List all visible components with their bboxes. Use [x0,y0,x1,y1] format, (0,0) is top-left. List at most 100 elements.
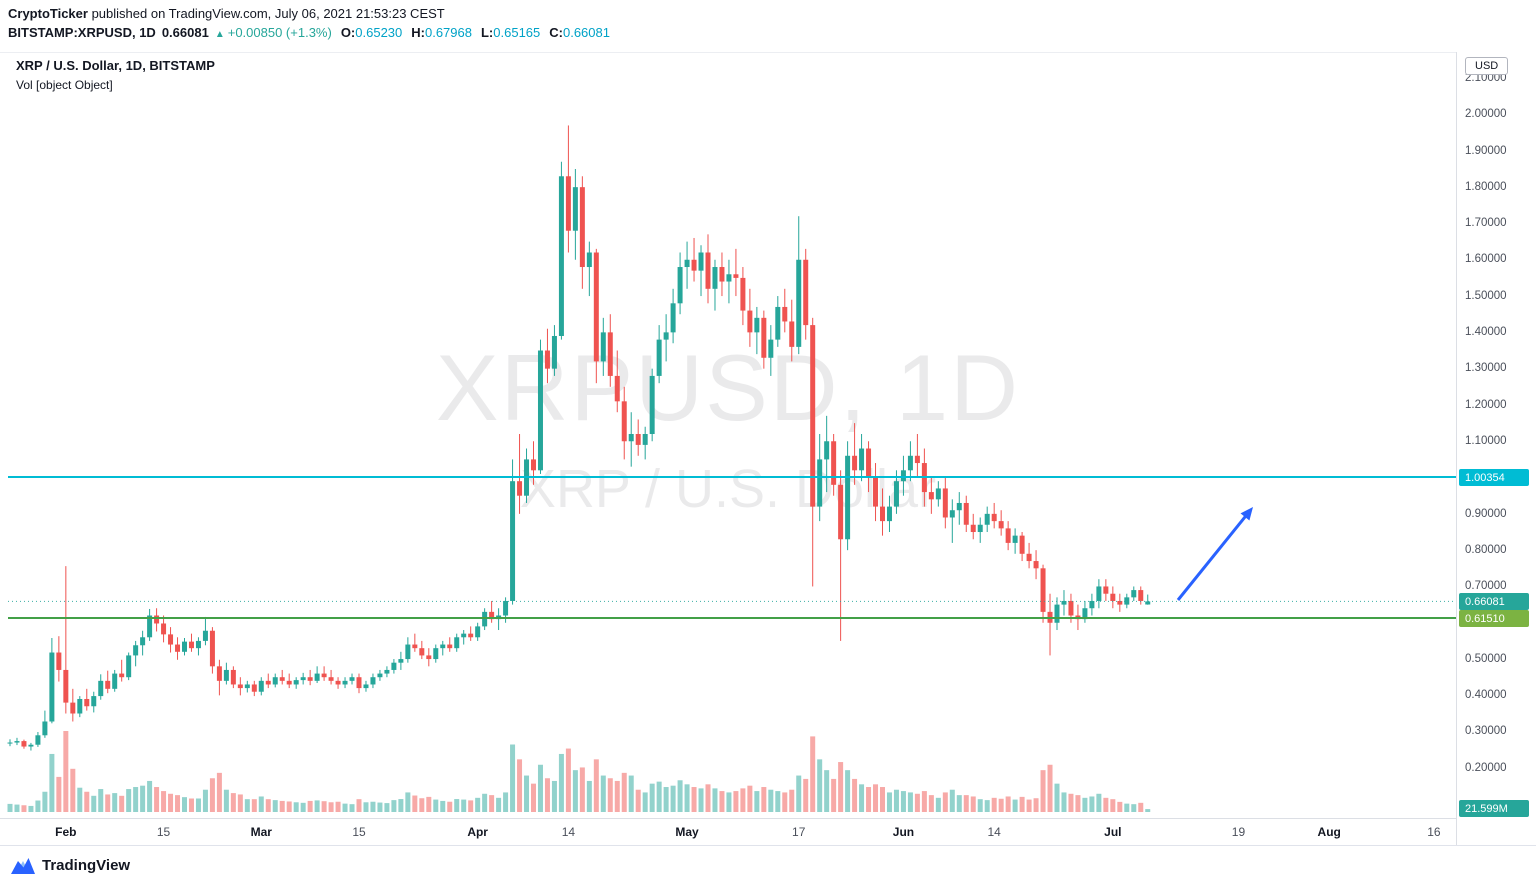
volume-bar [579,767,585,812]
candle-body [572,187,578,231]
candle-body [649,375,655,434]
candle-body [942,488,948,518]
volume-bar [984,800,990,812]
candle-body [244,684,250,689]
volume-bar [789,789,795,812]
candle-body [1033,561,1039,569]
tradingview-logo-icon[interactable] [10,854,36,881]
time-tick-label: Jul [1104,825,1122,839]
volume-bar [824,770,830,812]
candle-body [98,680,104,697]
candle-body [859,448,865,471]
volume-bar [775,791,781,812]
price-tick-label: 1.10000 [1465,434,1507,447]
candle-body [105,680,111,689]
candle-body [991,513,997,522]
volume-bar [286,801,292,812]
candle-body [147,615,153,638]
volume-bar [1047,764,1053,812]
legend-volume-study[interactable]: Vol [object Object] [16,78,113,92]
volume-bar [56,776,62,812]
volume-bar [433,799,439,812]
candle-body [7,742,13,744]
volume-bar [77,787,83,812]
candle-body [1131,590,1137,598]
candle-body [1103,586,1109,594]
author-name[interactable]: CryptoTicker [8,6,88,21]
candle-body [1040,568,1046,612]
volume-bar [42,791,48,812]
candle-body [866,448,872,478]
open-label: O: [340,25,356,40]
time-tick-label: 14 [987,825,1001,839]
currency-label[interactable]: USD [1465,57,1509,75]
candle-body [461,633,467,638]
legend-symbol-title[interactable]: XRP / U.S. Dollar, 1D, BITSTAMP [16,58,215,73]
time-tick-label: Mar [250,825,272,839]
volume-bar [223,789,229,812]
volume-bar [154,787,160,812]
volume-bar [726,792,732,812]
candle-wick [65,566,67,714]
volume-bar [426,796,432,812]
candle-body [14,741,20,743]
volume-bar [7,803,13,812]
volume-bar [921,791,927,812]
candle-body [642,433,648,445]
candle-body [447,644,453,649]
candle-body [1061,600,1067,605]
time-axis[interactable]: Feb 15 Mar 15 Apr 14 May 17 Jun 14 Jul 19 Aug 16 [0,818,1456,846]
candle-body [412,644,418,649]
volume-bar [482,793,488,812]
volume-bar [991,797,997,812]
volume-bar [1124,803,1130,812]
candle-body [112,673,118,689]
candle-body [286,680,292,685]
volume-bar [893,789,899,812]
volume-bar [796,775,802,812]
candle-body [307,677,313,681]
volume-bar [377,802,383,812]
candle-body [70,702,76,714]
candle-body [35,735,41,745]
candle-body [133,645,139,656]
candle-body [342,680,348,685]
volume-bar [175,795,181,812]
arrow-annotation-line[interactable] [1176,509,1252,601]
volume-bar [91,795,97,812]
volume-bar [928,795,934,812]
time-tick-label: 15 [156,825,171,839]
candle-body [970,524,976,533]
candle-body [1068,600,1074,616]
candle-wick [519,433,521,514]
volume-bar [1075,795,1081,812]
candle-body [175,644,181,652]
volume-bar [314,800,320,812]
high-value: 0.67968 [424,25,472,40]
volume-bar [1019,796,1025,812]
volume-bar [558,753,564,812]
price-axis[interactable]: USD 1.00354 0.66081 0.61510 21.599M 2.10… [1456,52,1536,845]
symbol-name[interactable]: BITSTAMP:XRPUSD, 1D [8,25,156,40]
candle-body [1054,604,1060,623]
candle-body [1019,535,1025,554]
volume-bar [202,789,208,812]
candle-wick [854,423,856,485]
volume-bar [98,789,104,812]
volume-bar [586,780,592,812]
volume-bar [628,775,634,812]
candle-wick [1049,593,1051,656]
volume-bar [914,793,920,812]
volume-bar [105,794,111,812]
arrow-annotation-head[interactable] [1240,507,1253,521]
volume-bar [496,797,502,812]
resistance-price-label: 1.00354 [1459,469,1529,486]
volume-bar [803,778,809,812]
candle-body [761,317,767,358]
volume-bar [1054,783,1060,812]
candle-body [600,332,606,362]
candle-body [363,684,369,689]
tradingview-brand-name[interactable]: TradingView [42,857,131,874]
